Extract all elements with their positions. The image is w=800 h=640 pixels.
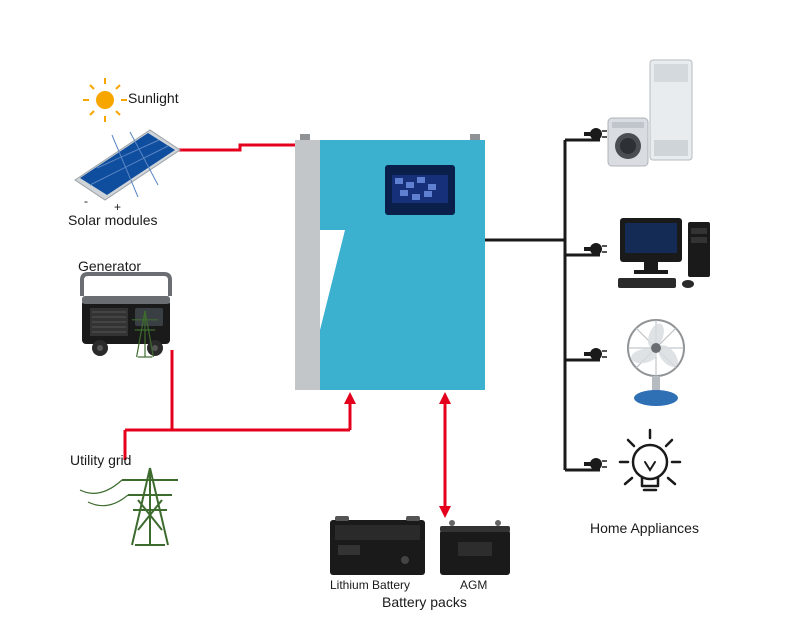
generator-label: Generator bbox=[78, 258, 141, 274]
agm-label: AGM bbox=[460, 578, 487, 592]
generator-icon bbox=[82, 274, 170, 356]
fan-icon bbox=[628, 320, 684, 406]
ac-tower-icon bbox=[650, 60, 692, 160]
ac-output-wires bbox=[485, 140, 600, 470]
lithium-battery-icon bbox=[330, 516, 425, 575]
arrow-battery-up bbox=[439, 392, 451, 404]
sun-icon bbox=[83, 78, 127, 122]
solar-modules-label: Solar modules bbox=[68, 212, 158, 228]
home-appliances-label: Home Appliances bbox=[590, 520, 699, 536]
lightbulb-icon bbox=[620, 430, 680, 490]
arrow-input-inverter bbox=[344, 392, 356, 404]
agm-battery-icon bbox=[440, 520, 510, 575]
battery-packs-label: Battery packs bbox=[382, 594, 467, 610]
solar-neg-label: - bbox=[84, 194, 88, 208]
diagram-canvas bbox=[0, 0, 800, 640]
inverter-icon bbox=[295, 134, 485, 390]
lithium-label: Lithium Battery bbox=[330, 578, 410, 592]
utility-grid-label: Utility grid bbox=[70, 452, 131, 468]
washer-icon bbox=[608, 118, 648, 166]
arrow-battery-down bbox=[439, 506, 451, 518]
plug-icons bbox=[584, 128, 607, 470]
solar-panel-icon bbox=[75, 130, 180, 200]
sunlight-label: Sunlight bbox=[128, 90, 179, 106]
computer-icon bbox=[618, 218, 710, 288]
